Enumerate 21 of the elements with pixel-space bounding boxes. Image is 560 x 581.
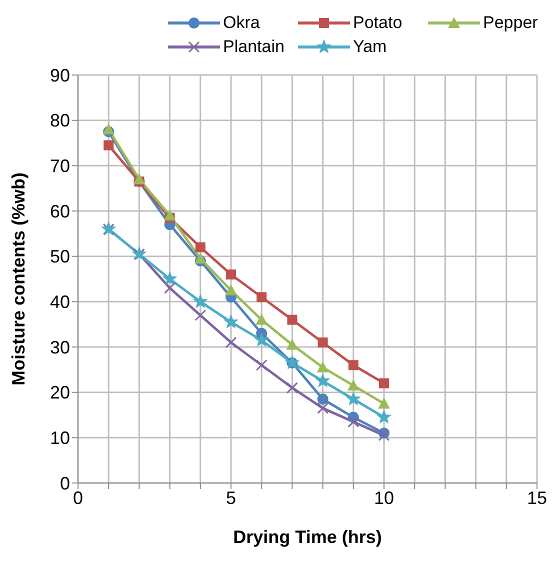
y-tick-label: 40 (50, 292, 70, 312)
legend-label: Plantain (223, 37, 284, 57)
y-tick-label: 10 (50, 428, 70, 448)
y-tick-label: 30 (50, 337, 70, 358)
y-tick-label: 80 (50, 110, 70, 131)
legend-label: Yam (353, 37, 387, 57)
x-tick-label: 15 (526, 488, 548, 508)
x-axis-title: Drying Time (hrs) (233, 527, 382, 547)
y-tick-label: 70 (50, 156, 70, 176)
legend-label: Okra (223, 13, 260, 33)
y-tick-label: 60 (50, 201, 70, 222)
x-tick-label: 10 (374, 488, 394, 508)
legend-label: Potato (353, 13, 402, 33)
legend-label: Pepper (483, 13, 538, 33)
y-tick-label: 50 (50, 246, 70, 267)
y-tick-label: 0 (60, 473, 70, 494)
y-axis-title: Moisture contents (%wb) (8, 172, 28, 386)
x-tick-label: 5 (226, 488, 236, 508)
x-tick-label: 0 (72, 488, 84, 508)
y-tick-label: 20 (50, 382, 70, 403)
y-tick-label: 90 (50, 65, 70, 86)
